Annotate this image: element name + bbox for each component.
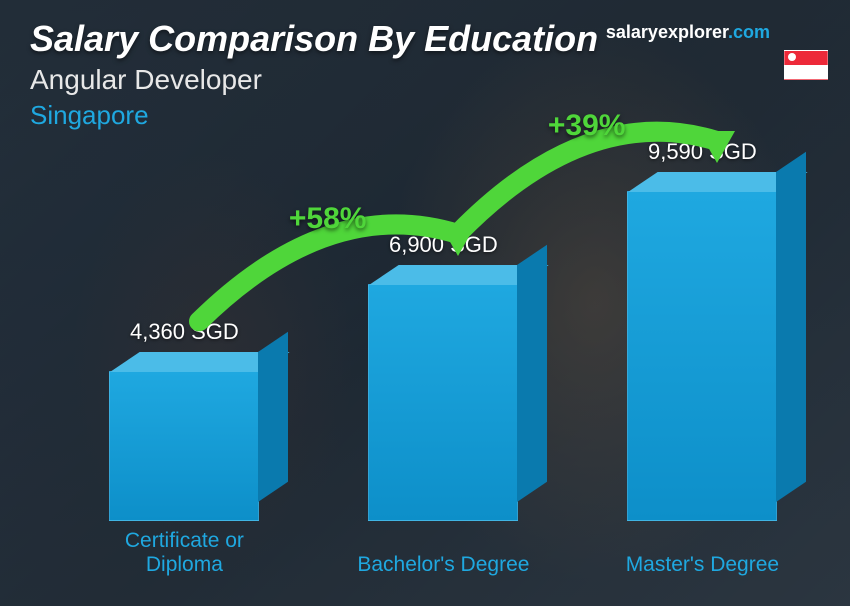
watermark-brand: salaryexplorer	[606, 22, 728, 42]
watermark-tld: .com	[728, 22, 770, 42]
bar-group: 4,360 SGDCertificate or Diploma	[94, 371, 274, 521]
bar	[109, 371, 259, 521]
watermark: salaryexplorer.com	[606, 22, 770, 43]
bar-category-label: Certificate or Diploma	[84, 529, 284, 577]
chart-area: 4,360 SGDCertificate or Diploma6,900 SGD…	[50, 78, 790, 578]
bar-category-label: Master's Degree	[602, 553, 802, 577]
increase-percent-label: +39%	[548, 109, 626, 143]
singapore-flag-icon	[784, 50, 828, 80]
infographic-container: Salary Comparison By Education Angular D…	[0, 0, 850, 606]
increase-percent-label: +58%	[289, 202, 367, 236]
bar-side-face	[776, 152, 806, 502]
main-title: Salary Comparison By Education	[30, 18, 598, 60]
bar-category-label: Bachelor's Degree	[343, 553, 543, 577]
increase-arrow-icon	[418, 61, 757, 304]
